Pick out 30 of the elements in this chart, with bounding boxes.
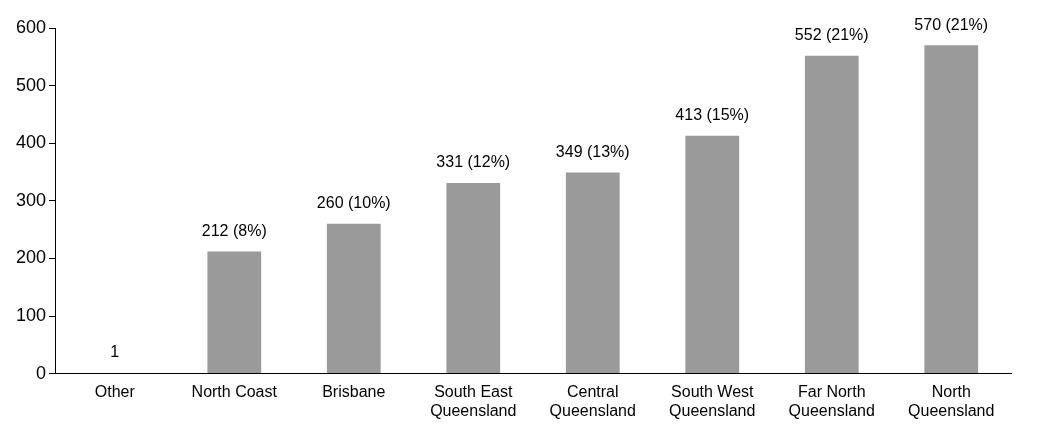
- x-tick-label: South East Queensland: [430, 382, 517, 419]
- bar: [326, 223, 381, 374]
- data-label: 552 (21%): [794, 26, 869, 44]
- data-label: 413 (15%): [675, 106, 750, 124]
- y-tick-label: 300: [15, 189, 47, 210]
- x-tick-label: Other: [94, 382, 136, 400]
- bar: [924, 45, 979, 374]
- bar: [565, 172, 620, 374]
- bar: [685, 135, 740, 374]
- data-label: 260 (10%): [316, 194, 391, 212]
- y-tick-label: 200: [15, 247, 47, 268]
- y-tick-label: 500: [15, 74, 47, 95]
- y-tick-label: 0: [36, 362, 47, 383]
- data-label: 349 (13%): [555, 142, 630, 160]
- data-label: 331 (12%): [436, 153, 511, 171]
- y-tick-label: 400: [15, 132, 47, 153]
- x-tick-label: Far North Queensland: [788, 382, 875, 419]
- data-label: 570 (21%): [914, 15, 989, 33]
- data-label: 1: [110, 343, 120, 361]
- x-tick-label: Central Queensland: [549, 382, 636, 419]
- data-label: 212 (8%): [201, 221, 267, 239]
- x-tick-label: South West Queensland: [669, 382, 756, 419]
- bar: [804, 55, 859, 374]
- x-tick-label: North Coast: [191, 382, 278, 400]
- bar: [446, 182, 501, 374]
- x-tick-label: Brisbane: [322, 382, 386, 400]
- y-tick-label: 600: [15, 16, 47, 37]
- y-tick-label: 100: [15, 304, 47, 325]
- bar: [207, 251, 262, 374]
- x-tick-label: North Queensland: [908, 382, 995, 419]
